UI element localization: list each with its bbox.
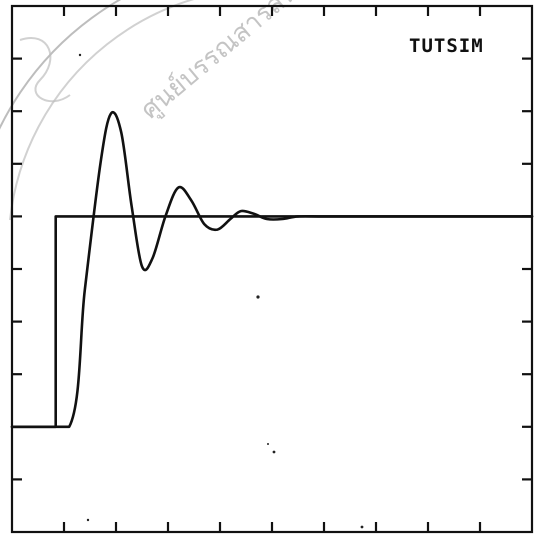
plot-frame (10, 4, 534, 534)
chart-title: TUTSIM (409, 35, 484, 57)
oscillating-response-line (10, 111, 534, 429)
plot-border (10, 4, 534, 534)
watermark-seal: ศูนย์บรรณสารสนเทศ (0, 0, 338, 221)
scan-specks (78, 53, 364, 529)
watermark-text: ศูนย์บรรณสารสนเทศ (135, 0, 337, 125)
